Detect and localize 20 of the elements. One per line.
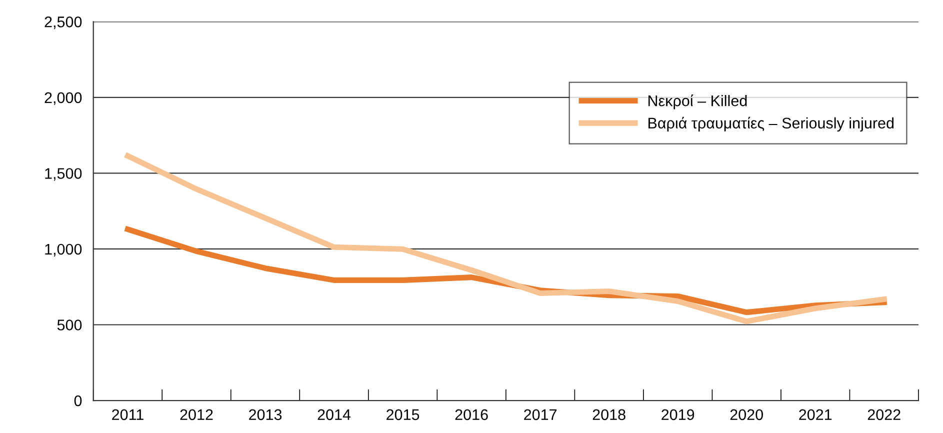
x-tick-label: 2015 (386, 409, 420, 420)
legend-label: Νεκροί – Killed (648, 94, 747, 110)
y-tick-label: 1,000 (45, 244, 82, 256)
x-tick-label: 2018 (592, 409, 626, 420)
x-tick-label: 2021 (799, 409, 832, 420)
y-tick-label: 0 (74, 395, 82, 406)
x-tick-label: 2016 (455, 409, 488, 420)
legend-label: Βαριά τραυματίες – Seriously injured (648, 116, 894, 132)
x-tick-label: 2012 (180, 409, 213, 420)
y-tick-label: 2,000 (44, 92, 82, 105)
x-tick-label: 2022 (868, 409, 900, 420)
x-tick-label: 2020 (730, 409, 763, 420)
y-tick-label: 1,500 (45, 168, 82, 181)
y-tick-label: 2,500 (44, 16, 82, 30)
x-tick-label: 2019 (662, 409, 694, 420)
x-tick-label: 2013 (249, 409, 282, 420)
x-tick-label: 2014 (318, 409, 351, 420)
y-tick-label: 500 (57, 320, 82, 330)
x-tick-label: 2011 (112, 409, 144, 420)
x-tick-label: 2017 (524, 409, 557, 420)
